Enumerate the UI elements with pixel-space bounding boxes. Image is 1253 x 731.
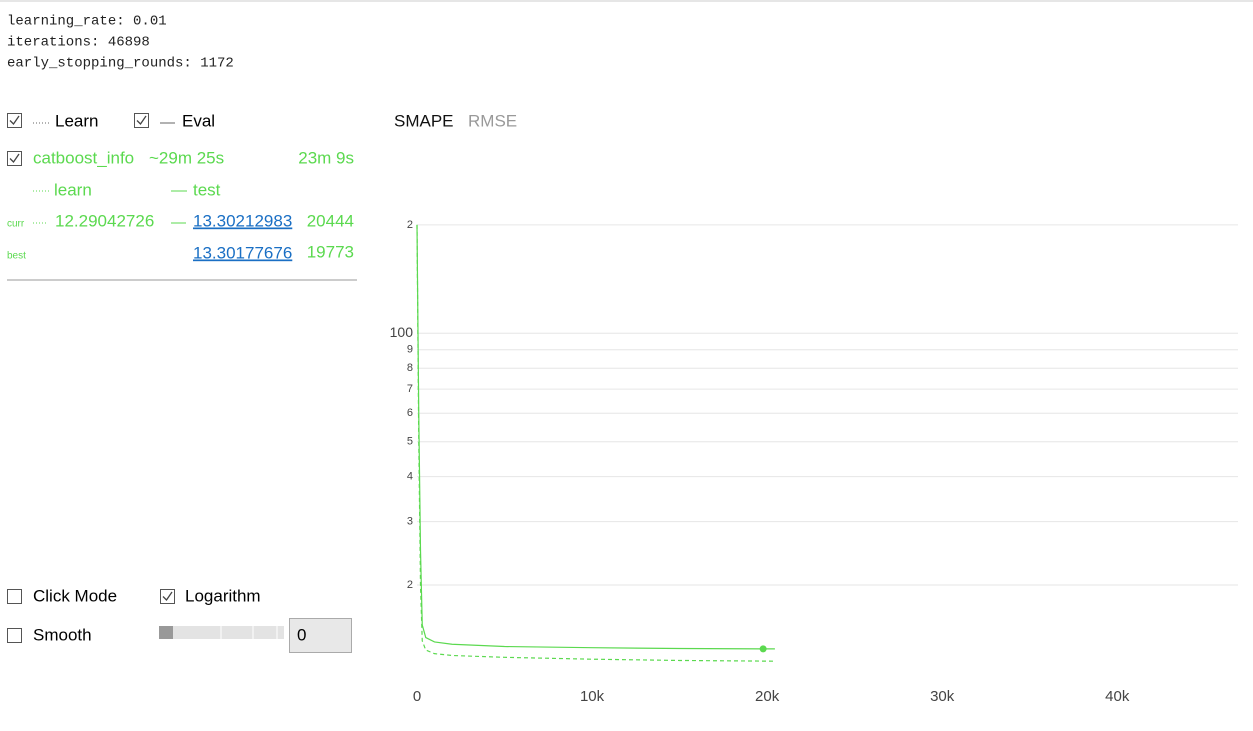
param: early_stopping_rounds: 1172 [7, 56, 234, 72]
tab-active[interactable]: SMAPE [394, 111, 454, 130]
tab[interactable]: RMSE [468, 111, 517, 130]
y-tick-label: 3 [407, 516, 413, 528]
checkbox[interactable] [7, 589, 22, 604]
best-point [759, 645, 767, 653]
best-iter: 19773 [307, 242, 354, 261]
smooth-value: 0 [297, 625, 306, 644]
checkbox[interactable] [160, 589, 175, 604]
y-tick-label: 8 [407, 362, 413, 374]
checkbox[interactable] [7, 113, 22, 128]
best-test-link[interactable]: 13.30177676 [193, 243, 292, 262]
x-tick-label: 40k [1105, 688, 1130, 705]
legend-learn: Learn [55, 111, 98, 130]
slider-handle[interactable] [159, 626, 173, 639]
curr-test-link[interactable]: 13.30212983 [193, 211, 292, 230]
run-name: catboost_info [33, 148, 134, 167]
y-tick-label: 7 [407, 383, 413, 395]
learn-label: learn [54, 180, 92, 199]
checkmark [9, 115, 20, 126]
run-elapsed: 23m 9s [298, 148, 354, 167]
checkbox[interactable] [7, 151, 22, 166]
x-tick-label: 10k [580, 688, 605, 705]
checkbox[interactable] [134, 113, 149, 128]
smooth-label: Smooth [33, 625, 92, 644]
click-mode-label: Click Mode [33, 586, 117, 605]
y-tick-label: 2 [407, 219, 413, 231]
param: learning_rate: 0.01 [7, 14, 167, 30]
run-eta: ~29m 25s [149, 148, 224, 167]
y-tick-label: 2 [407, 579, 413, 591]
test-label: test [193, 180, 221, 199]
y-tick-label: 6 [407, 407, 413, 419]
curr-iter: 20444 [307, 211, 354, 230]
checkmark [162, 591, 173, 602]
curr-learn: 12.29042726 [55, 211, 154, 230]
y-tick-label: 5 [407, 436, 413, 448]
curr-label: curr [7, 219, 25, 230]
series-line [416, 224, 775, 662]
best-label: best [7, 251, 26, 262]
smooth-input[interactable] [289, 618, 352, 653]
x-tick-label: 30k [930, 688, 955, 705]
logarithm-label: Logarithm [185, 586, 261, 605]
checkmark [136, 115, 147, 126]
checkmark [9, 153, 20, 164]
x-tick-label: 0 [413, 688, 421, 705]
legend-eval: Eval [182, 111, 215, 130]
param: iterations: 46898 [7, 35, 150, 51]
y-tick-label: 9 [407, 344, 413, 356]
x-tick-label: 20k [755, 688, 780, 705]
y-tick-label: 4 [407, 471, 413, 483]
y-tick-label: 100 [390, 324, 414, 340]
checkbox[interactable] [7, 628, 22, 643]
